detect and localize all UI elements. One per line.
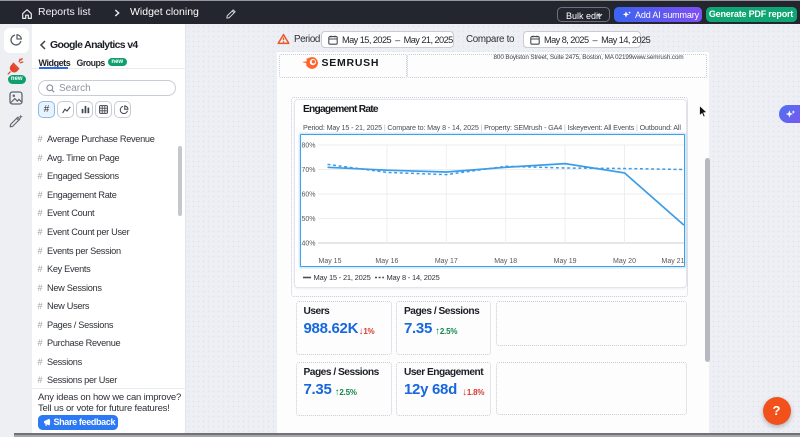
svg-text:May 18: May 18 — [494, 258, 517, 265]
svg-text:70%: 70% — [301, 166, 315, 173]
svg-text:50%: 50% — [301, 215, 315, 222]
svg-text:May 17: May 17 — [434, 258, 457, 265]
svg-text:May 16: May 16 — [375, 258, 398, 265]
svg-text:60%: 60% — [301, 191, 315, 198]
svg-text:May 21: May 21 — [661, 258, 684, 265]
svg-text:May 15: May 15 — [318, 258, 341, 265]
svg-text:80%: 80% — [301, 142, 315, 149]
svg-text:May 19: May 19 — [553, 258, 576, 265]
svg-text:40%: 40% — [301, 240, 315, 247]
svg-text:May 20: May 20 — [613, 258, 636, 265]
